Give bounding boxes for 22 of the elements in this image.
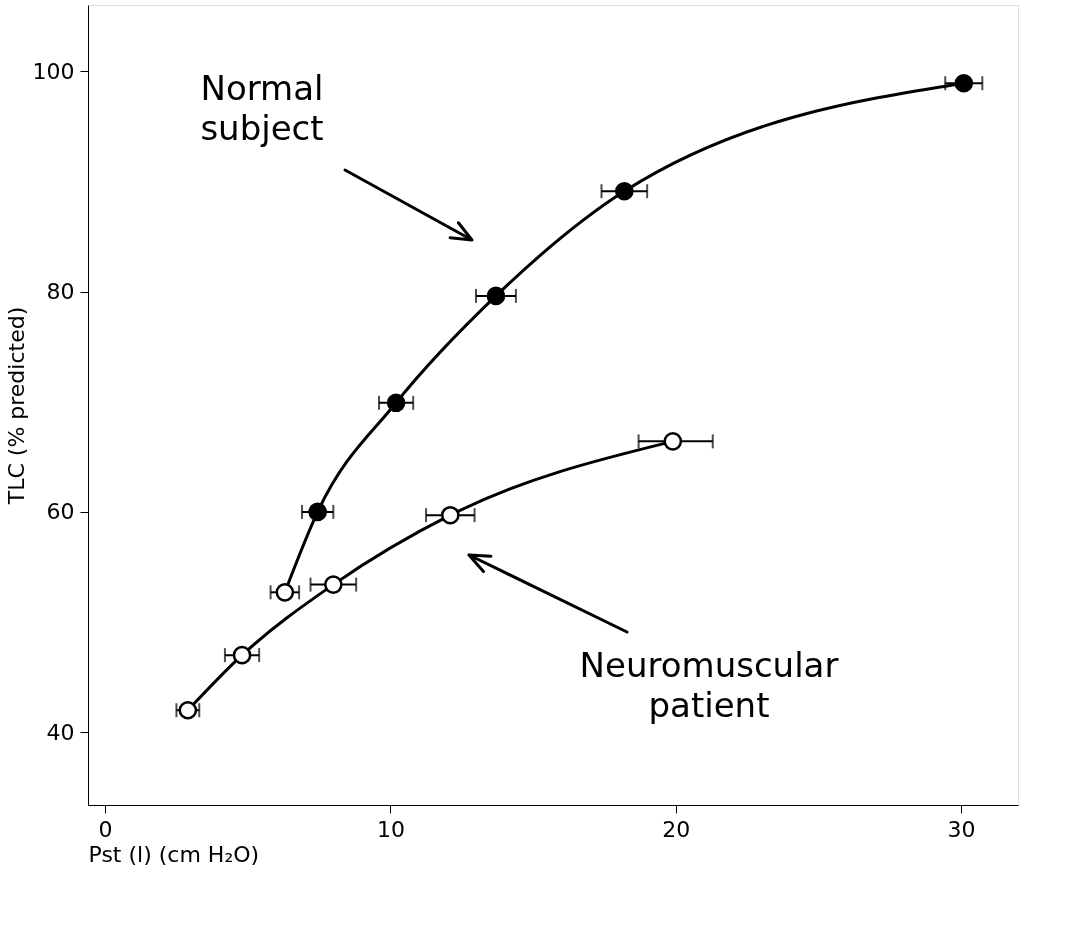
- point: [440, 505, 460, 525]
- point: [324, 575, 343, 594]
- x-tick-label: 10: [376, 816, 405, 842]
- point: [386, 393, 406, 413]
- point: [954, 73, 974, 93]
- point: [486, 286, 506, 306]
- x-tick-label: 0: [98, 816, 113, 842]
- point: [275, 583, 295, 602]
- point: [232, 645, 252, 665]
- y-tick-label: 40: [46, 719, 75, 745]
- point: [615, 181, 634, 201]
- point: [663, 432, 683, 451]
- x-axis-title: Pst (l) (cm H₂O): [88, 841, 260, 867]
- y-tick-label: 60: [46, 499, 75, 525]
- point: [308, 502, 327, 522]
- y-tick-label: 100: [32, 58, 75, 84]
- y-axis-title: TLC (% predicted): [3, 306, 29, 506]
- x-tick-label: 20: [662, 816, 691, 842]
- annotation: Neuromuscular patient: [579, 645, 839, 725]
- annotation: Normal subject: [200, 68, 324, 148]
- x-tick-label: 30: [947, 816, 976, 842]
- y-tick-label: 80: [46, 279, 75, 304]
